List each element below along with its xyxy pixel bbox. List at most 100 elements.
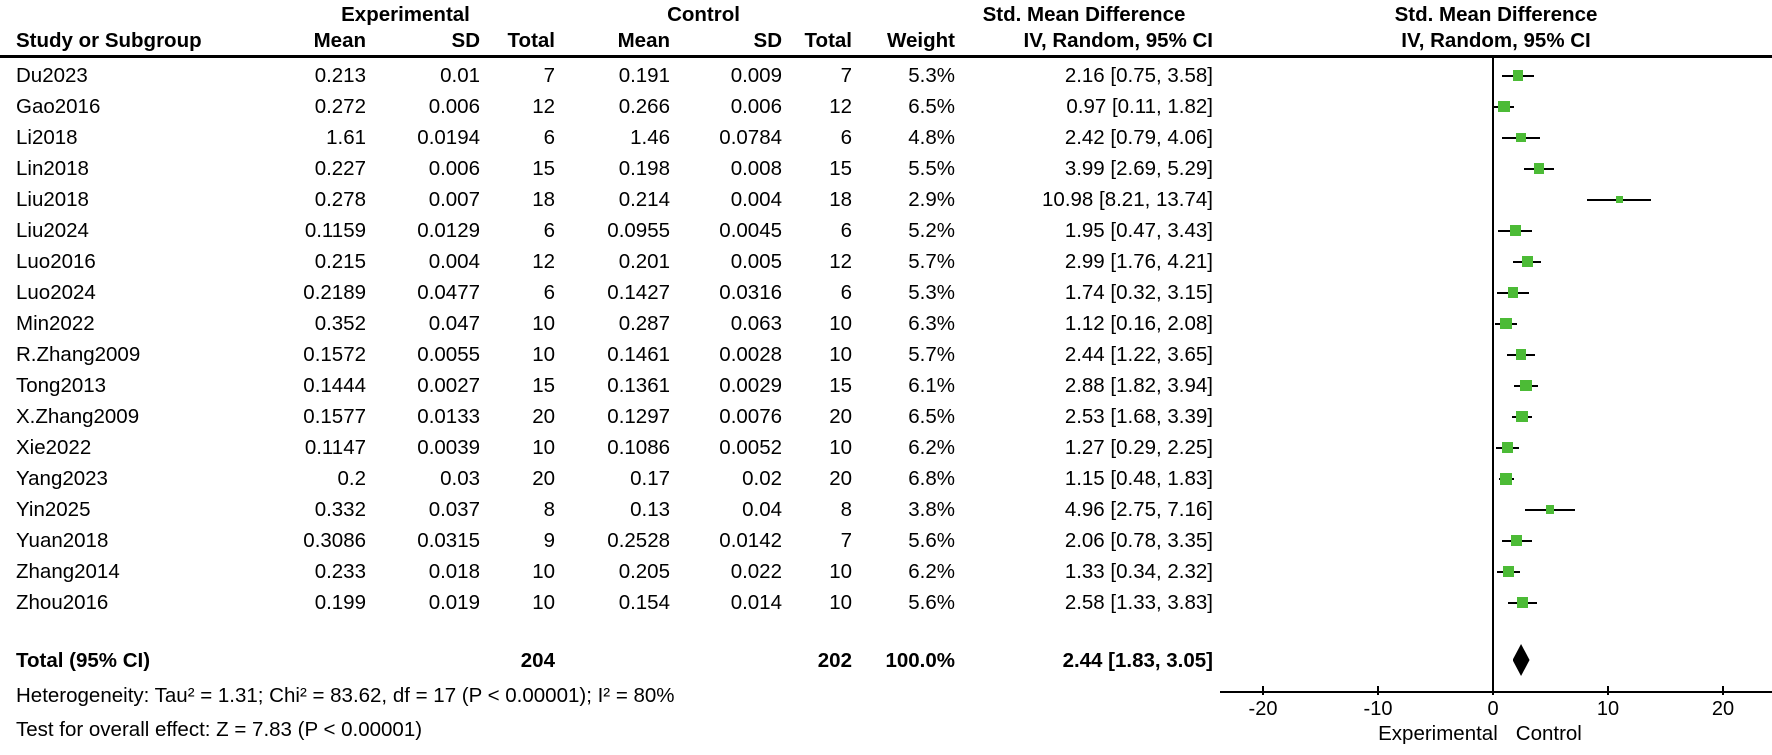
n-exp: 18 xyxy=(532,188,555,211)
mean-exp: 0.2 xyxy=(337,467,367,490)
ci-text: 1.15 [0.48, 1.83] xyxy=(1064,467,1213,490)
n-exp: 8 xyxy=(543,498,555,521)
mean-ctl: 0.1461 xyxy=(607,343,670,366)
ci-text: 1.33 [0.34, 2.32] xyxy=(1064,560,1213,583)
weight: 5.2% xyxy=(908,219,955,242)
mean-ctl: 0.214 xyxy=(618,188,670,211)
table-group-header: Experimental Control Std. Mean Differenc… xyxy=(0,2,1213,28)
mean-exp: 0.1572 xyxy=(303,343,366,366)
effect-square xyxy=(1533,163,1545,174)
col-header-total-ctl: Total xyxy=(804,29,852,52)
mean-exp: 0.199 xyxy=(314,591,366,614)
study-row: Yuan2018 0.3086 0.0315 9 0.2528 0.0142 7 5.6% 2.… xyxy=(0,525,1213,556)
mean-ctl: 0.1086 xyxy=(607,436,670,459)
sd-exp: 0.0039 xyxy=(417,436,480,459)
weight: 6.2% xyxy=(908,560,955,583)
sd-exp: 0.0194 xyxy=(417,126,480,149)
n-exp: 10 xyxy=(532,436,555,459)
sd-ctl: 0.02 xyxy=(742,467,782,490)
mean-ctl: 0.1297 xyxy=(607,405,670,428)
total-row: Total (95% CI) 204 202 100.0% 2.44 [1.83… xyxy=(0,645,1213,676)
sd-ctl: 0.0052 xyxy=(719,436,782,459)
weight: 5.7% xyxy=(908,250,955,273)
effect-square xyxy=(1520,379,1532,392)
n-exp: 6 xyxy=(543,281,555,304)
study-row: Luo2016 0.215 0.004 12 0.201 0.005 12 5.7% 2.99 … xyxy=(0,246,1213,277)
sd-exp: 0.0129 xyxy=(417,219,480,242)
mean-exp: 0.3086 xyxy=(303,529,366,552)
sd-exp: 0.0477 xyxy=(417,281,480,304)
n-exp: 15 xyxy=(532,157,555,180)
n-ctl: 6 xyxy=(840,126,852,149)
total-weight: 100.0% xyxy=(885,649,955,672)
x-axis-tick-label: -20 xyxy=(1248,698,1278,720)
ci-text: 10.98 [8.21, 13.74] xyxy=(1042,188,1213,211)
weight: 6.5% xyxy=(908,95,955,118)
n-exp: 10 xyxy=(532,312,555,335)
ci-text: 2.44 [1.22, 3.65] xyxy=(1064,343,1213,366)
sd-exp: 0.03 xyxy=(440,467,480,490)
effect-square xyxy=(1515,132,1526,143)
effect-square xyxy=(1502,565,1514,578)
n-ctl: 10 xyxy=(829,560,852,583)
ci-text: 1.74 [0.32, 3.15] xyxy=(1064,281,1213,304)
n-exp: 10 xyxy=(532,591,555,614)
study-name: Gao2016 xyxy=(16,95,101,118)
study-row: Luo2024 0.2189 0.0477 6 0.1427 0.0316 6 5.3% 1.7… xyxy=(0,277,1213,308)
axis-caption-experimental: Experimental xyxy=(1378,722,1498,745)
col-header-mean-ctl: Mean xyxy=(617,29,670,52)
n-ctl: 10 xyxy=(829,312,852,335)
mean-exp: 0.227 xyxy=(314,157,366,180)
ci-text: 2.06 [0.78, 3.35] xyxy=(1064,529,1213,552)
n-ctl: 6 xyxy=(840,281,852,304)
total-label: Total (95% CI) xyxy=(16,649,151,672)
n-ctl: 20 xyxy=(829,467,852,490)
weight: 3.8% xyxy=(908,498,955,521)
study-name: Yuan2018 xyxy=(16,529,109,552)
effect-square xyxy=(1507,287,1519,298)
sd-exp: 0.0027 xyxy=(417,374,480,397)
study-row: Lin2018 0.227 0.006 15 0.198 0.008 15 5.5% 3.99 … xyxy=(0,153,1213,184)
study-row: Zhang2014 0.233 0.018 10 0.205 0.022 10 6.2% 1.3… xyxy=(0,556,1213,587)
plot-header-line1: Std. Mean Difference xyxy=(1394,3,1598,26)
study-row: Liu2024 0.1159 0.0129 6 0.0955 0.0045 6 5.2% 1.9… xyxy=(0,215,1213,246)
study-name: Luo2016 xyxy=(16,250,96,273)
col-header-mean-exp: Mean xyxy=(313,29,366,52)
n-ctl: 18 xyxy=(829,188,852,211)
weight: 6.2% xyxy=(908,436,955,459)
study-row: Zhou2016 0.199 0.019 10 0.154 0.014 10 5.6% 2.58… xyxy=(0,587,1213,618)
sd-exp: 0.0055 xyxy=(417,343,480,366)
ci-text: 3.99 [2.69, 5.29] xyxy=(1064,157,1213,180)
sd-exp: 0.019 xyxy=(428,591,480,614)
group-header-experimental: Experimental xyxy=(341,3,470,26)
weight: 5.6% xyxy=(908,529,955,552)
effect-square xyxy=(1516,410,1528,423)
weight: 5.3% xyxy=(908,64,955,87)
forest-plot-panel: Std. Mean Difference IV, Random, 95% CI … xyxy=(1220,0,1772,755)
study-rows: Du2023 0.213 0.01 7 0.191 0.009 7 5.3% 2.16 [0.7… xyxy=(0,60,1213,618)
sd-ctl: 0.009 xyxy=(730,64,782,87)
sd-ctl: 0.0142 xyxy=(719,529,782,552)
x-axis-line xyxy=(1220,691,1772,693)
sd-exp: 0.018 xyxy=(428,560,480,583)
sd-exp: 0.007 xyxy=(428,188,480,211)
mean-ctl: 0.2528 xyxy=(607,529,670,552)
study-name: Luo2024 xyxy=(16,281,96,304)
effect-square xyxy=(1500,317,1512,330)
study-row: Xie2022 0.1147 0.0039 10 0.1086 0.0052 10 6.2% 1… xyxy=(0,432,1213,463)
mean-ctl: 0.1361 xyxy=(607,374,670,397)
col-header-ci: IV, Random, 95% CI xyxy=(1023,29,1214,52)
total-diamond xyxy=(1512,644,1530,676)
x-axis-tick xyxy=(1722,686,1724,695)
n-ctl: 15 xyxy=(829,157,852,180)
effect-square xyxy=(1498,100,1511,113)
mean-exp: 0.2189 xyxy=(303,281,366,304)
mean-ctl: 0.154 xyxy=(618,591,670,614)
study-name: Xie2022 xyxy=(16,436,92,459)
n-ctl: 10 xyxy=(829,436,852,459)
total-n-ctl: 202 xyxy=(817,649,852,672)
study-name: Liu2024 xyxy=(16,219,89,242)
mean-exp: 1.61 xyxy=(326,126,366,149)
mean-ctl: 1.46 xyxy=(630,126,670,149)
sd-exp: 0.01 xyxy=(440,64,480,87)
